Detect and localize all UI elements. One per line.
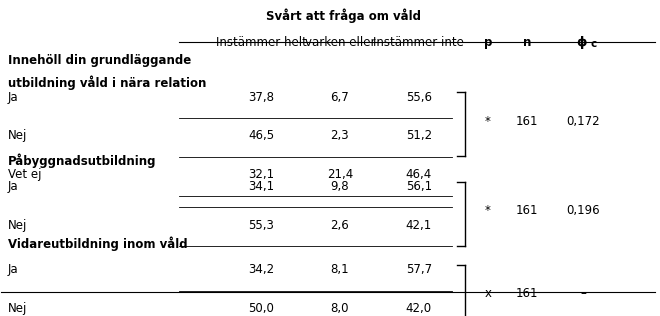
- Text: 161: 161: [516, 115, 539, 128]
- Text: 57,7: 57,7: [406, 264, 432, 276]
- Text: Ja: Ja: [8, 180, 18, 193]
- Text: 55,3: 55,3: [248, 219, 274, 232]
- Text: 161: 161: [516, 288, 539, 301]
- Text: 2,3: 2,3: [331, 130, 349, 143]
- Text: 0,196: 0,196: [566, 204, 600, 217]
- Text: *: *: [485, 204, 490, 217]
- Text: Ja: Ja: [8, 264, 18, 276]
- Text: Ja: Ja: [8, 91, 18, 104]
- Text: p: p: [484, 36, 492, 49]
- Text: 42,0: 42,0: [406, 302, 432, 315]
- Text: Vidareutbildning inom våld: Vidareutbildning inom våld: [8, 237, 187, 251]
- Text: Instämmer inte: Instämmer inte: [374, 36, 464, 49]
- Text: x: x: [484, 288, 491, 301]
- Text: 42,1: 42,1: [406, 219, 432, 232]
- Text: Nej: Nej: [8, 219, 27, 232]
- Text: 51,2: 51,2: [406, 130, 432, 143]
- Text: 9,8: 9,8: [331, 180, 349, 193]
- Text: Nej: Nej: [8, 302, 27, 315]
- Text: 46,4: 46,4: [406, 168, 432, 181]
- Text: 8,1: 8,1: [331, 264, 349, 276]
- Text: 2,6: 2,6: [331, 219, 349, 232]
- Text: 55,6: 55,6: [406, 91, 432, 104]
- Text: Vet ej: Vet ej: [8, 168, 42, 181]
- Text: varken eller: varken eller: [305, 36, 375, 49]
- Text: 34,1: 34,1: [248, 180, 274, 193]
- Text: Nej: Nej: [8, 130, 27, 143]
- Text: 50,0: 50,0: [248, 302, 274, 315]
- Text: 34,2: 34,2: [248, 264, 274, 276]
- Text: *: *: [485, 115, 490, 128]
- Text: 56,1: 56,1: [406, 180, 432, 193]
- Text: –: –: [580, 288, 586, 301]
- Text: 8,0: 8,0: [331, 302, 349, 315]
- Text: c: c: [591, 39, 597, 49]
- Text: 37,8: 37,8: [248, 91, 274, 104]
- Text: utbildning våld i nära relation: utbildning våld i nära relation: [8, 76, 207, 90]
- Text: 46,5: 46,5: [248, 130, 274, 143]
- Text: n: n: [523, 36, 531, 49]
- Text: 6,7: 6,7: [331, 91, 349, 104]
- Text: 32,1: 32,1: [248, 168, 274, 181]
- Text: Påbyggnadsutbildning: Påbyggnadsutbildning: [8, 153, 156, 168]
- Text: Innehöll din grundläggande: Innehöll din grundläggande: [8, 53, 191, 66]
- Text: 0,172: 0,172: [566, 115, 600, 128]
- Text: Instämmer helt: Instämmer helt: [216, 36, 306, 49]
- Text: 161: 161: [516, 204, 539, 217]
- Text: 21,4: 21,4: [327, 168, 353, 181]
- Text: Svårt att fråga om våld: Svårt att fråga om våld: [265, 9, 420, 23]
- Text: ϕ: ϕ: [576, 36, 587, 49]
